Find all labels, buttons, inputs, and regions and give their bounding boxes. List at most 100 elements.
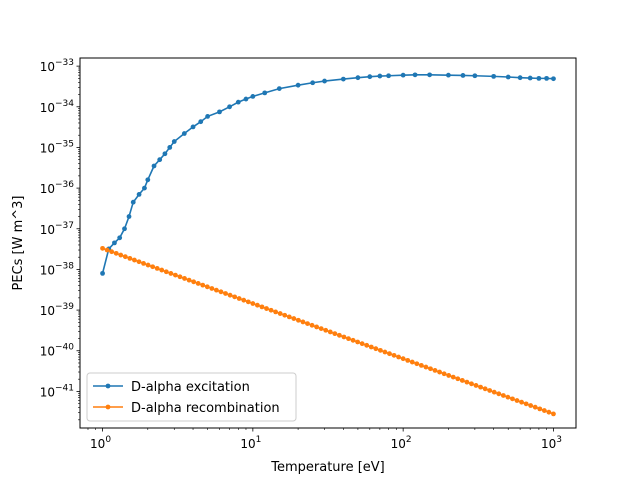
data-point [423, 364, 429, 370]
data-point [544, 75, 549, 81]
data-point [168, 271, 174, 276]
data-point [186, 277, 192, 283]
data-point [273, 309, 279, 315]
data-point [355, 339, 361, 345]
data-point [118, 252, 124, 258]
data-point [182, 276, 187, 281]
data-point [327, 329, 333, 335]
data-point [154, 266, 160, 271]
data-point [505, 74, 511, 80]
data-point [377, 347, 383, 353]
data-point [500, 393, 506, 398]
data-point [151, 163, 157, 169]
data-point [241, 297, 247, 303]
data-point [391, 352, 397, 358]
data-point [214, 287, 219, 293]
data-point [268, 307, 274, 313]
data-point [117, 235, 123, 241]
data-point [218, 289, 224, 295]
data-point [127, 255, 133, 261]
series-1 [100, 245, 556, 417]
data-point [227, 104, 232, 110]
data-point [314, 324, 320, 330]
x-tick-label: 103 [541, 435, 562, 451]
data-point [382, 349, 388, 355]
data-point [132, 257, 137, 263]
data-point [310, 80, 316, 86]
data-point [291, 316, 297, 321]
x-axis-ticks: 100 101 102 103 [87, 428, 562, 451]
data-point [100, 270, 105, 276]
data-point [250, 94, 256, 99]
data-point [387, 351, 392, 357]
data-point [491, 73, 497, 79]
y-tick-label: 10−34 [40, 99, 75, 115]
data-point [173, 272, 178, 278]
series-line [102, 247, 554, 415]
data-point [551, 76, 556, 82]
data-point [428, 366, 433, 372]
data-point [359, 341, 365, 347]
data-point [157, 157, 163, 163]
data-point [223, 291, 228, 296]
y-tick-label: 10−40 [40, 343, 75, 359]
data-point [112, 240, 117, 246]
data-point [519, 399, 524, 405]
data-point [262, 90, 268, 96]
data-point [100, 245, 105, 251]
data-point [305, 321, 310, 326]
data-point [163, 269, 169, 275]
data-point [232, 294, 238, 300]
data-point [332, 331, 338, 337]
data-point [150, 264, 156, 270]
data-point [412, 72, 418, 78]
data-point [386, 73, 391, 79]
data-point [190, 124, 196, 130]
x-tick-label: 101 [240, 435, 261, 451]
data-point [322, 78, 327, 84]
data-point [536, 75, 542, 81]
data-point [396, 354, 401, 360]
y-tick-label: 10−41 [40, 383, 74, 399]
y-axis-label: PECs [W m^3] [11, 196, 26, 291]
data-point [514, 398, 520, 403]
data-point [250, 301, 256, 306]
y-tick-label: 10−39 [40, 302, 75, 318]
data-point [341, 334, 347, 340]
data-point [537, 406, 543, 412]
data-point [532, 404, 538, 410]
data-point [346, 336, 351, 342]
legend-label: D-alpha recombination [131, 401, 280, 416]
data-point [181, 131, 187, 136]
data-point [141, 261, 146, 266]
data-point [162, 151, 168, 157]
data-point [204, 284, 210, 290]
data-point [364, 342, 370, 348]
data-point [473, 383, 479, 388]
data-point [437, 369, 442, 375]
data-point [505, 394, 511, 400]
data-point [195, 281, 201, 286]
data-point [418, 362, 424, 368]
data-point [482, 386, 488, 392]
legend-marker [105, 404, 111, 410]
data-point [469, 381, 474, 387]
legend-marker [105, 383, 111, 389]
data-point [282, 312, 288, 318]
data-point [136, 192, 142, 197]
data-point [300, 319, 306, 325]
data-point [286, 314, 292, 320]
data-point [446, 72, 451, 78]
data-point [167, 145, 173, 150]
data-point [109, 249, 115, 255]
legend: D-alpha excitation D-alpha recombination [86, 372, 297, 422]
data-point [205, 114, 211, 119]
data-point [336, 332, 342, 338]
data-point [441, 371, 447, 377]
data-point [277, 311, 283, 316]
data-point [264, 306, 269, 311]
data-point [276, 86, 282, 92]
data-point [460, 73, 466, 78]
data-point [159, 267, 165, 273]
data-point [259, 304, 265, 310]
